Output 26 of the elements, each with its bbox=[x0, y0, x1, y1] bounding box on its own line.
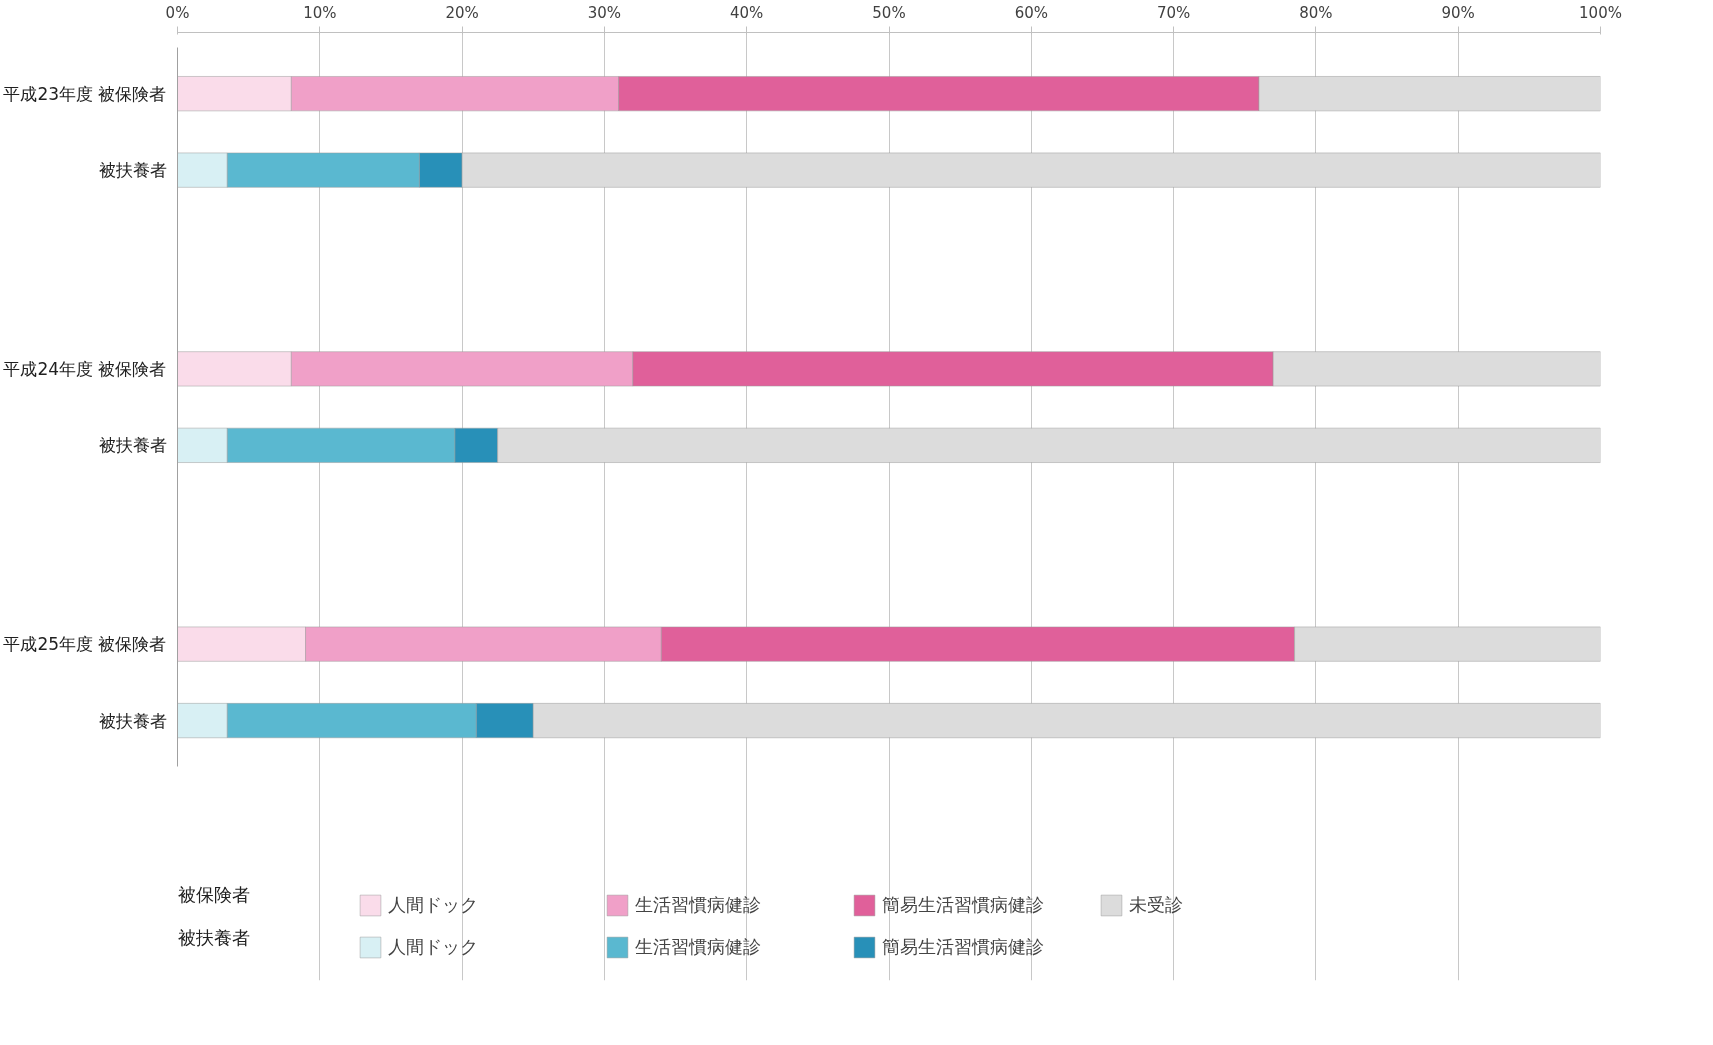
x-tick-label: 20% bbox=[445, 3, 479, 22]
y-tick-label: 平成24年度 被保険者 bbox=[3, 358, 167, 379]
y-tick-label: 平成23年度 被保険者 bbox=[3, 83, 167, 104]
x-tick-label: 80% bbox=[1299, 3, 1333, 22]
y-tick-label: 被扶養者 bbox=[98, 160, 167, 181]
x-tick-label: 0% bbox=[165, 3, 190, 22]
text: 生活習慣病健診 bbox=[635, 936, 761, 957]
x-tick-label: 100% bbox=[1579, 3, 1622, 22]
x-tick-label: 30% bbox=[587, 3, 622, 22]
legend-label: 生活習慣病健診 bbox=[635, 893, 762, 917]
x-tick-label: 70% bbox=[1156, 3, 1191, 22]
x-tick-label: 50% bbox=[872, 3, 906, 22]
x-tick-label: 90% bbox=[1441, 3, 1475, 22]
x-tick-label: 60% bbox=[1014, 3, 1048, 22]
legend-label: 人間ドック bbox=[388, 893, 479, 917]
y-tick-label: 被扶養者 bbox=[98, 710, 167, 731]
legend-label: 未受診 bbox=[1129, 893, 1184, 917]
y-tick-label: 被扶養者 bbox=[98, 435, 167, 456]
x-tick-label: 40% bbox=[730, 3, 764, 22]
text: 被保険者 bbox=[177, 884, 250, 906]
text: 簡易生活習慣病健診 bbox=[882, 936, 1044, 957]
text: 被扶養者 bbox=[177, 926, 250, 948]
x-tick-label: 10% bbox=[303, 3, 337, 22]
legend-label: 簡易生活習慣病健診 bbox=[882, 893, 1045, 917]
text: 人間ドック bbox=[388, 936, 478, 957]
y-tick-label: 平成25年度 被保険者 bbox=[3, 634, 167, 655]
